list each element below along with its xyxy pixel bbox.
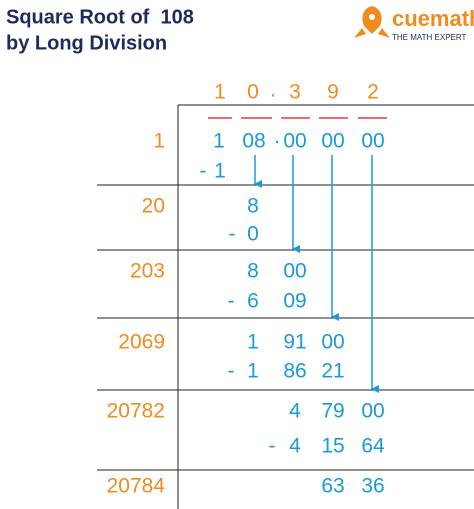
cell: 21 <box>321 360 344 383</box>
divisor: 20 <box>142 195 165 218</box>
quotient-digit: 3 <box>289 81 301 104</box>
cell: 36 <box>361 475 384 498</box>
cell: 1 <box>214 160 226 183</box>
quotient-digit: 1 <box>214 81 226 104</box>
cell: 00 <box>283 260 306 283</box>
cell: 00 <box>321 331 344 354</box>
divisor: 1 <box>153 130 165 153</box>
quotient-digit: 9 <box>327 81 339 104</box>
cell: 00 <box>361 130 384 153</box>
cell: 00 <box>321 130 344 153</box>
divisors: 1 20 203 2069 20782 20784 <box>107 130 166 498</box>
quotient-digit: 0 <box>247 81 259 104</box>
cell: 09 <box>283 290 306 313</box>
cell: 63 <box>321 475 344 498</box>
cell: 86 <box>283 360 306 383</box>
cell: 1 <box>247 360 259 383</box>
cell: - <box>229 223 236 246</box>
cell: 0 <box>247 223 259 246</box>
cell: 4 <box>289 400 301 423</box>
working: 1 08 · 00 00 00 - 1 8 - 0 8 00 - 6 09 1 … <box>200 130 385 498</box>
cell: · <box>274 130 281 153</box>
quotient-point: . <box>270 79 276 102</box>
rocket-window <box>369 14 375 20</box>
cell: 64 <box>361 435 385 458</box>
cell: 4 <box>289 435 301 458</box>
cell: - <box>228 290 235 313</box>
divisor: 2069 <box>118 331 165 354</box>
title-line: Square Root of 108 <box>6 6 194 28</box>
cell: 00 <box>361 400 384 423</box>
cell: 8 <box>247 195 259 218</box>
cell: 1 <box>247 331 259 354</box>
logo-tagline: THE MATH EXPERT <box>392 33 466 42</box>
cell: 8 <box>247 260 259 283</box>
quotient: 1 0 . 3 9 2 <box>214 79 379 104</box>
cell: - <box>228 360 235 383</box>
cell: 15 <box>321 435 344 458</box>
rocket-fins <box>354 28 390 38</box>
divisor: 20782 <box>107 400 165 423</box>
cell: 08 <box>242 130 265 153</box>
cell: - <box>269 435 276 458</box>
logo: cuemath THE MATH EXPERT <box>354 6 474 42</box>
divisor: 20784 <box>107 475 166 498</box>
logo-brand: cuemath <box>392 6 474 31</box>
quotient-digit: 2 <box>367 81 379 104</box>
divisor: 203 <box>130 260 165 283</box>
cell: 79 <box>321 400 344 423</box>
cell: 6 <box>247 290 259 313</box>
title-line: by Long Division <box>6 32 167 54</box>
cell: - <box>200 160 207 183</box>
cell: 00 <box>283 130 306 153</box>
cell: 91 <box>283 331 306 354</box>
cell: 1 <box>213 130 225 153</box>
